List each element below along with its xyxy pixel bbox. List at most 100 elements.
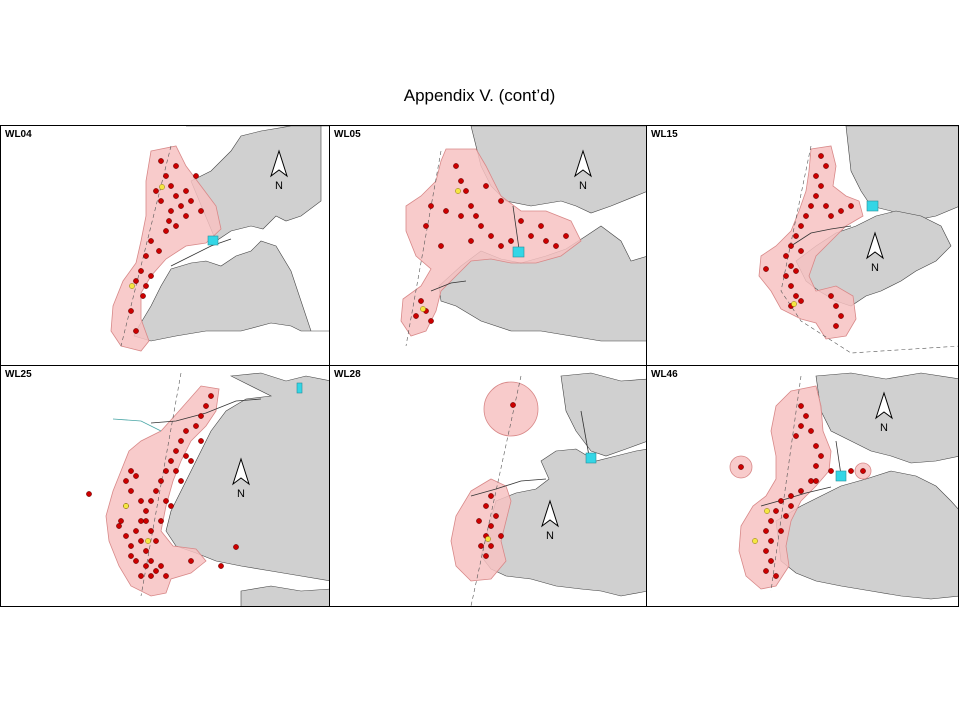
sighting-dot-alt xyxy=(485,536,491,542)
sighting-dot xyxy=(148,528,154,534)
sighting-dot xyxy=(218,563,224,569)
north-label: N xyxy=(546,530,554,542)
sighting-dot xyxy=(488,493,494,499)
north-label: N xyxy=(275,180,283,192)
sighting-dot xyxy=(163,573,169,579)
sighting-dot xyxy=(188,558,194,564)
sighting-dot-alt xyxy=(420,306,426,312)
north-label: N xyxy=(237,488,245,500)
map-svg: N xyxy=(110,126,329,352)
land-mass xyxy=(815,372,958,464)
sighting-dot xyxy=(233,544,239,550)
sighting-dot xyxy=(838,208,844,214)
sighting-dot xyxy=(783,513,789,519)
dots-wl46 xyxy=(738,403,866,579)
sighting-dot xyxy=(768,518,774,524)
sighting-dot xyxy=(116,523,122,529)
panel-label: WL25 xyxy=(5,369,32,380)
sighting-dot xyxy=(143,283,149,289)
north-arrow: N xyxy=(232,457,250,500)
map-svg: N xyxy=(758,126,958,354)
sighting-dot xyxy=(183,188,189,194)
sighting-dot xyxy=(793,268,799,274)
sighting-dot xyxy=(478,543,484,549)
sighting-dot xyxy=(808,428,814,434)
sighting-dot xyxy=(153,538,159,544)
sighting-dot xyxy=(163,498,169,504)
sighting-dot xyxy=(178,478,184,484)
sighting-dot-alt xyxy=(129,283,135,289)
sighting-dot xyxy=(473,213,479,219)
sighting-dot xyxy=(458,178,464,184)
north-label: N xyxy=(871,262,879,274)
sighting-dot xyxy=(798,248,804,254)
north-arrow-icon xyxy=(574,149,592,178)
sighting-dot xyxy=(158,198,164,204)
sighting-dot xyxy=(438,243,444,249)
map-svg: N xyxy=(450,372,646,606)
sighting-dot xyxy=(823,163,829,169)
sighting-dot xyxy=(443,208,449,214)
sighting-dot xyxy=(778,498,784,504)
road-line xyxy=(790,225,852,247)
sighting-dot xyxy=(788,493,794,499)
sighting-dot xyxy=(468,238,474,244)
sighting-dot xyxy=(463,188,469,194)
sighting-dot xyxy=(183,453,189,459)
sighting-dot xyxy=(783,253,789,259)
sighting-dot xyxy=(483,553,489,559)
north-arrow-icon xyxy=(541,499,559,528)
sighting-dot-alt xyxy=(159,184,165,190)
sighting-dot xyxy=(428,318,434,324)
dots-wl04 xyxy=(128,158,204,334)
sighting-dot xyxy=(173,223,179,229)
north-arrow: N xyxy=(574,149,592,192)
sighting-dot xyxy=(158,563,164,569)
sighting-dot xyxy=(763,548,769,554)
sighting-dot xyxy=(86,491,92,497)
sighting-dot xyxy=(173,163,179,169)
sighting-dot xyxy=(163,468,169,474)
map-panel-wl28: WL28 N xyxy=(329,365,647,607)
sighting-dot-alt xyxy=(455,188,461,194)
north-arrow: N xyxy=(875,391,893,434)
sighting-dot xyxy=(763,528,769,534)
sighting-dot xyxy=(478,223,484,229)
sighting-dot xyxy=(518,218,524,224)
road-line xyxy=(760,486,832,507)
land-mass xyxy=(775,470,958,600)
home-range xyxy=(483,381,539,437)
sighting-dot xyxy=(193,173,199,179)
sighting-dot xyxy=(138,498,144,504)
sighting-dot xyxy=(133,473,139,479)
sighting-dot xyxy=(133,278,139,284)
sighting-dot xyxy=(188,198,194,204)
sighting-dot xyxy=(788,263,794,269)
sighting-dot xyxy=(808,478,814,484)
panel-label: WL04 xyxy=(5,129,32,140)
facility-marker xyxy=(512,246,525,258)
home-range xyxy=(110,145,222,352)
north-arrow-icon xyxy=(875,391,893,420)
sighting-dot xyxy=(148,498,154,504)
sighting-dot xyxy=(498,243,504,249)
sighting-dot xyxy=(428,203,434,209)
sighting-dot xyxy=(818,153,824,159)
sighting-dot xyxy=(828,213,834,219)
sighting-dot-alt xyxy=(123,503,129,509)
map-panel-grid: WL04 N WL05 xyxy=(0,125,959,607)
sighting-dot xyxy=(510,402,516,408)
sighting-dot xyxy=(543,238,549,244)
sighting-dot xyxy=(153,188,159,194)
sighting-dot xyxy=(143,548,149,554)
sighting-dot xyxy=(788,283,794,289)
sighting-dot xyxy=(183,428,189,434)
sighting-dot xyxy=(738,464,744,470)
sighting-dot xyxy=(553,243,559,249)
sighting-dot xyxy=(168,503,174,509)
sighting-dot xyxy=(418,298,424,304)
sighting-dot xyxy=(128,543,134,549)
sighting-dot xyxy=(783,273,789,279)
boundary-line xyxy=(140,372,182,597)
sighting-dot xyxy=(143,563,149,569)
